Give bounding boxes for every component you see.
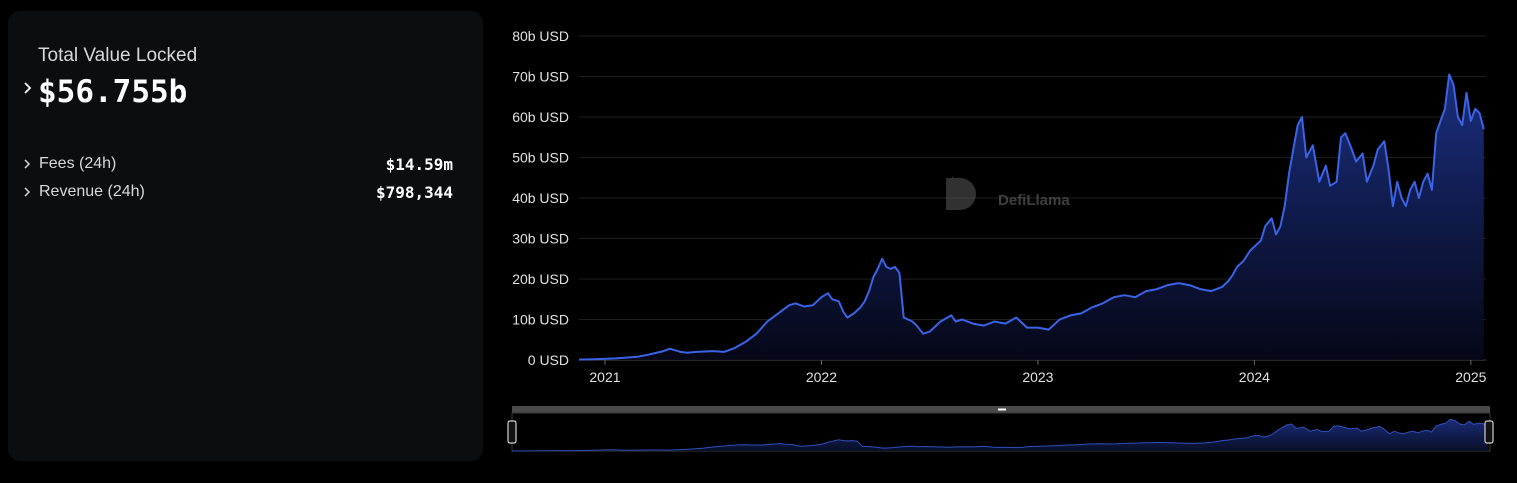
slider-mini-line	[511, 418, 1488, 452]
watermark: DefiLlama	[946, 176, 1070, 210]
chevron-right-icon[interactable]	[21, 81, 35, 95]
slider-mini-area	[512, 419, 1488, 451]
summary-panel: Total Value Locked $56.755b Fees (24h) $…	[8, 11, 483, 461]
watermark-text: DefiLlama	[998, 192, 1070, 209]
tvl-chart: 0 USD 10b USD 20b USD 30b USD 40b USD 50b USD…	[483, 0, 1517, 478]
y-tick-label: 30b USD	[512, 231, 569, 247]
chevron-right-icon[interactable]	[21, 157, 35, 171]
x-tick-label: 2021	[589, 369, 620, 385]
defillama-logo-icon	[946, 176, 976, 210]
y-tick-label: 60b USD	[512, 109, 569, 125]
y-tick-label: 20b USD	[512, 271, 569, 287]
x-axis: 2021 2022 2023 2024 2025	[589, 360, 1487, 385]
y-tick-label: 80b USD	[512, 28, 569, 44]
chevron-right-icon[interactable]	[21, 185, 35, 199]
metric-row-fees[interactable]: Fees (24h) $14.59m	[21, 153, 453, 175]
x-tick-label: 2024	[1239, 369, 1270, 385]
x-tick-label: 2022	[806, 369, 837, 385]
metric-row-revenue[interactable]: Revenue (24h) $798,344	[21, 181, 453, 203]
x-tick-label: 2025	[1455, 369, 1486, 385]
slider-handle-left[interactable]	[507, 420, 517, 444]
metric-label: Revenue (24h)	[39, 183, 145, 200]
slider-handle-right[interactable]	[1484, 420, 1494, 444]
tvl-label: Total Value Locked	[38, 45, 198, 66]
y-tick-label: 50b USD	[512, 150, 569, 166]
metric-value: $798,344	[375, 182, 453, 202]
tvl-line	[578, 73, 1485, 361]
x-tick-label: 2023	[1022, 369, 1053, 385]
chart-svg: 0 USD 10b USD 20b USD 30b USD 40b USD 50b USD…	[507, 28, 1494, 452]
y-tick-label: 10b USD	[512, 312, 569, 328]
metric-label: Fees (24h)	[39, 155, 117, 172]
range-slider[interactable]	[507, 406, 1494, 452]
tvl-area	[579, 74, 1484, 360]
y-tick-label: 0 USD	[528, 352, 569, 368]
y-tick-label: 70b USD	[512, 69, 569, 85]
metric-value: $14.59m	[385, 154, 453, 174]
y-axis: 0 USD 10b USD 20b USD 30b USD 40b USD 50b USD…	[512, 28, 569, 368]
chart-grid	[579, 35, 1486, 361]
tvl-value: $56.755b	[38, 74, 188, 110]
slider-grip-icon[interactable]	[998, 408, 1006, 411]
y-tick-label: 40b USD	[512, 190, 569, 206]
